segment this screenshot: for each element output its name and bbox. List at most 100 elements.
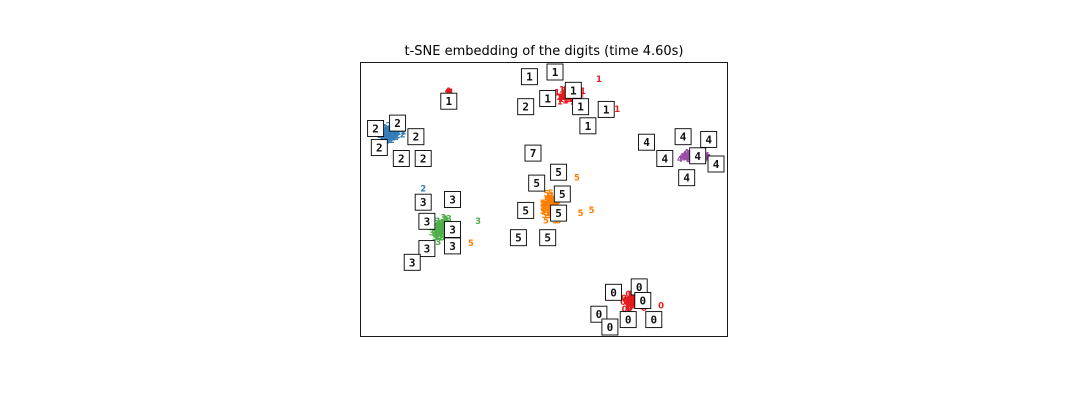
scatter-point-3-241: 3 [438, 227, 444, 237]
scatter-point-3-243: 3 [434, 224, 440, 234]
scatter-point-1-92: 1 [560, 92, 566, 102]
scatter-point-2-156: 2 [389, 131, 395, 141]
scatter-point-2-210: 2 [391, 131, 397, 141]
thumbnail-digit: 1 [544, 93, 551, 106]
scatter-point-4-304: 4 [680, 153, 686, 163]
scatter-point-5-360: 5 [541, 211, 547, 221]
scatter-point-1-130: 1 [558, 95, 564, 105]
thumbnail-digit: 4 [680, 131, 687, 144]
thumbnail-frame [550, 204, 568, 222]
thumbnail-digit: 5 [533, 177, 540, 190]
thumbnail-1-2: 1 [440, 92, 458, 110]
scatter-point-2-176: 2 [395, 128, 401, 138]
scatter-point-2-159: 2 [387, 130, 393, 140]
thumbnail-digit: 7 [530, 147, 537, 160]
thumbnail-3-35: 3 [444, 237, 461, 255]
scatter-point-5-398: 5 [549, 199, 555, 209]
scatter-point-3-231: 3 [441, 214, 447, 224]
thumbnail-frame [389, 114, 407, 132]
scatter-point-0-19: 0 [628, 294, 634, 304]
scatter-point-3-226: 3 [438, 220, 444, 230]
scatter-point-3-251: 3 [432, 233, 438, 243]
thumbnail-frame [579, 117, 597, 135]
scatter-point-2-216: 2 [389, 133, 395, 143]
thumbnail-frame [517, 201, 535, 219]
scatter-point-1-145: 1 [446, 87, 452, 97]
thumbnail-digit: 4 [661, 153, 668, 166]
scatter-point-4-333: 4 [683, 153, 689, 163]
scatter-point-3-253: 3 [440, 222, 446, 232]
thumbnail-3-32: 3 [418, 212, 436, 230]
thumbnail-digit: 2 [376, 142, 383, 155]
scatter-point-3-286: 3 [436, 225, 442, 235]
thumbnail-2-11: 2 [407, 128, 425, 146]
scatter-point-4-298: 4 [686, 150, 692, 160]
scatter-point-2-208: 2 [381, 124, 387, 134]
scatter-point-0-63: 0 [622, 305, 628, 315]
scatter-point-0-53: 0 [631, 294, 637, 304]
thumbnail-0-41: 0 [619, 311, 637, 329]
scatter-point-2-197: 2 [391, 128, 397, 138]
scatter-point-2-191: 2 [394, 132, 400, 142]
thumbnail-frame [520, 68, 538, 86]
scatter-point-3-224: 3 [440, 223, 446, 233]
thumbnail-digit: 1 [577, 101, 584, 114]
scatter-point-1-138: 1 [556, 93, 562, 103]
scatter-point-1-129: 1 [557, 98, 563, 108]
scatter-point-2-184: 2 [393, 129, 399, 139]
scatter-point-5-409: 5 [543, 217, 549, 227]
scatter-point-3-276: 3 [437, 222, 443, 232]
scatter-point-0-24: 0 [626, 296, 632, 306]
thumbnail-5-25: 5 [553, 185, 571, 203]
thumbnail-digit: 4 [713, 158, 720, 171]
scatter-point-2-195: 2 [393, 133, 399, 143]
scatter-point-2-188: 2 [382, 124, 388, 134]
scatter-point-2-200: 2 [391, 131, 397, 141]
scatter-point-2-164: 2 [384, 134, 390, 144]
thumbnail-frame [634, 292, 652, 309]
scatter-point-3-221: 3 [436, 223, 442, 233]
scatter-point-5-403: 5 [542, 204, 548, 214]
thumbnail-digit: 4 [705, 133, 712, 146]
scatter-point-2-204: 2 [390, 134, 396, 144]
scatter-point-3-244: 3 [437, 228, 443, 238]
scatter-point-3-234: 3 [436, 232, 442, 242]
scatter-point-2-148: 2 [387, 131, 393, 141]
scatter-point-3-277: 3 [432, 230, 438, 240]
thumbnail-digit: 3 [424, 215, 431, 228]
thumbnail-frame [418, 212, 436, 230]
thumbnail-1-7: 1 [597, 100, 615, 118]
thumbnail-0-39: 0 [634, 292, 652, 309]
thumbnail-digit: 0 [650, 314, 657, 327]
scatter-point-2-217: 2 [395, 131, 401, 141]
scatter-point-1-135: 1 [580, 87, 586, 97]
thumbnail-frame [597, 100, 615, 118]
thumbnail-frame [601, 318, 619, 336]
scatter-point-2-196: 2 [387, 132, 393, 142]
scatter-point-3-256: 3 [435, 238, 441, 248]
thumbnail-frame [509, 229, 527, 247]
scatter-point-4-340: 4 [683, 152, 689, 162]
scatter-point-2-173: 2 [382, 127, 388, 137]
scatter-point-5-400: 5 [540, 207, 546, 217]
thumbnail-5-29: 5 [539, 229, 557, 247]
thumbnail-digit: 2 [413, 131, 420, 144]
plot-area-frame [360, 62, 728, 337]
thumbnail-frame [674, 128, 692, 146]
chart-title: t-SNE embedding of the digits (time 4.60… [405, 44, 684, 59]
scatter-point-3-264: 3 [432, 229, 438, 239]
scatter-point-3-238: 3 [437, 232, 443, 242]
thumbnail-digit: 5 [555, 166, 562, 179]
thumbnail-frame [645, 311, 663, 329]
scatter-point-0-59: 0 [626, 303, 632, 313]
scatter-point-5-369: 5 [546, 196, 552, 206]
scatter-point-5-390: 5 [549, 196, 555, 206]
scatter-point-2-168: 2 [390, 128, 396, 138]
scatter-point-0-21: 0 [628, 291, 634, 301]
thumbnail-digit: 3 [449, 224, 456, 237]
scatter-point-3-284: 3 [437, 229, 443, 239]
scatter-point-0-61: 0 [623, 297, 629, 307]
thumbnail-1-0: 1 [520, 68, 538, 86]
thumbnail-1-6: 1 [572, 98, 590, 116]
